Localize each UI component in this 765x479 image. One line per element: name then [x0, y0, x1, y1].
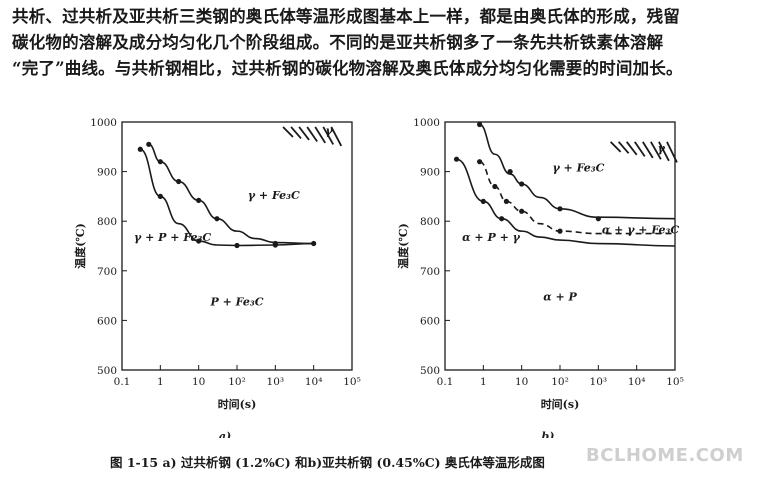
- x-tick-label: 0.1: [114, 376, 131, 388]
- data-point: [214, 216, 220, 222]
- data-point: [453, 156, 460, 162]
- hatch-mark: [609, 141, 622, 153]
- data-point: [311, 240, 317, 247]
- data-point: [595, 216, 601, 222]
- x-tick-label: 10⁴: [305, 376, 323, 388]
- y-tick-label: 600: [97, 315, 117, 327]
- y-tick-label: 700: [420, 266, 440, 278]
- data-point: [157, 193, 163, 199]
- data-point: [519, 208, 525, 214]
- data-point: [234, 242, 240, 249]
- hatch-mark: [634, 141, 646, 157]
- hatch-mark: [314, 126, 326, 144]
- panel-label: a): [219, 430, 231, 438]
- x-tick-label: 10²: [551, 376, 569, 388]
- hatch-mark: [282, 126, 294, 138]
- y-axis-label: 温度(℃): [396, 223, 410, 269]
- region-label: P + Fe₃C: [210, 296, 264, 309]
- data-point: [146, 141, 152, 147]
- region-label: γ: [658, 142, 666, 155]
- x-tick-label: 10³: [590, 376, 608, 388]
- data-point: [499, 216, 505, 222]
- x-tick-label: 0.1: [437, 376, 454, 388]
- data-point: [480, 198, 486, 204]
- y-tick-label: 900: [420, 167, 440, 179]
- x-tick-label: 10⁴: [628, 376, 646, 388]
- y-tick-label: 600: [420, 315, 440, 327]
- region-label: γ + Fe₃C: [248, 189, 300, 202]
- region-label: α + γ + Fe₃C: [602, 224, 680, 237]
- data-point: [557, 228, 563, 234]
- hatch-mark: [306, 126, 318, 142]
- paragraph-line-3: “完了”曲线。与共析钢相比，过共析钢的碳化物溶解及奥氏体成分均匀化需要的时间加长…: [12, 59, 683, 78]
- paragraph-line-1: 共析、过共析及亚共析三类钢的奥氏体等温形成图基本上一样，都是由奥氏体的形成，残留: [12, 7, 680, 26]
- body-paragraph: 共析、过共析及亚共析三类钢的奥氏体等温形成图基本上一样，都是由奥氏体的形成，残留…: [12, 4, 757, 82]
- data-point: [492, 183, 498, 190]
- data-point: [137, 146, 143, 152]
- y-tick-label: 1000: [90, 117, 117, 129]
- hatch-mark: [650, 141, 662, 160]
- hatch-mark: [625, 141, 638, 156]
- data-point: [477, 121, 483, 128]
- region-label: γ + Fe₃C: [552, 162, 604, 175]
- x-axis-label: 时间(s): [541, 397, 580, 411]
- paragraph-line-2: 碳化物的溶解及成分均匀化几个阶段组成。不同的是亚共析钢多了一条先共析铁素体溶解: [12, 33, 664, 52]
- hatch-mark: [617, 141, 630, 154]
- data-point: [157, 159, 163, 165]
- y-tick-label: 800: [97, 216, 117, 228]
- figure-caption: 图 1-15 a) 过共析钢 (1.2%C) 和b)亚共析钢 (0.45%C) …: [110, 455, 545, 470]
- x-tick-label: 10: [192, 376, 205, 388]
- watermark: BCLHOME.COM: [586, 445, 744, 466]
- hatch-mark: [666, 141, 678, 163]
- y-axis-label: 温度(℃): [73, 223, 87, 269]
- region-label: γ + P + Fe₃C: [134, 231, 211, 244]
- x-axis-label: 时间(s): [218, 397, 257, 411]
- data-point: [503, 198, 510, 204]
- y-tick-label: 500: [97, 365, 117, 377]
- data-point: [196, 197, 202, 203]
- region-label: γ: [325, 124, 333, 137]
- panel-label: b): [542, 430, 555, 438]
- y-tick-label: 900: [97, 167, 117, 179]
- data-point: [196, 238, 202, 244]
- y-tick-label: 700: [97, 266, 117, 278]
- region-label: α + P: [543, 291, 577, 304]
- hatch-mark: [322, 126, 335, 145]
- y-tick-label: 1000: [413, 117, 440, 129]
- data-point: [507, 169, 513, 175]
- x-tick-label: 1: [480, 376, 487, 388]
- data-point: [557, 206, 563, 212]
- hatch-mark: [298, 126, 310, 141]
- hatch-mark: [658, 141, 670, 162]
- x-tick-label: 10⁵: [666, 376, 684, 388]
- hatch-mark: [330, 126, 343, 147]
- region-label: α + P + γ: [462, 231, 520, 244]
- y-tick-label: 500: [420, 365, 440, 377]
- data-point: [272, 240, 278, 247]
- hatch-mark: [290, 126, 302, 140]
- x-tick-label: 10²: [228, 376, 246, 388]
- x-tick-label: 10⁵: [343, 376, 361, 388]
- y-tick-label: 800: [420, 216, 440, 228]
- hatch-mark: [642, 141, 654, 159]
- x-tick-label: 10³: [267, 376, 285, 388]
- data-point: [176, 178, 182, 185]
- x-tick-label: 10: [515, 376, 528, 388]
- x-tick-label: 1: [157, 376, 164, 388]
- data-point: [477, 159, 483, 165]
- data-point: [519, 181, 525, 187]
- chart-a-hypereutectoid: 0.1 1 10 10² 10³ 10⁴ 10⁵ 500 600 700 800 900 1000 时间(…: [73, 117, 361, 438]
- chart-b-hypoeutectoid: 0.1 1 10 10² 10³ 10⁴ 10⁵ 500 600 700 800 900 1000 时间(…: [396, 117, 684, 438]
